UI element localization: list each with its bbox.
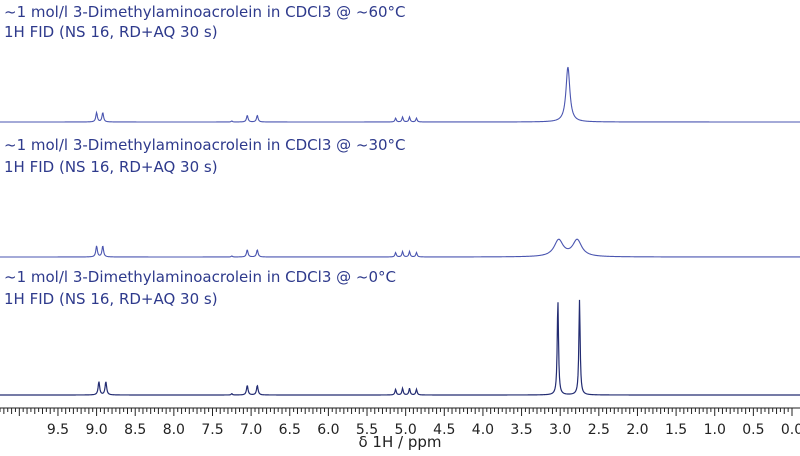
spectrum-trace-30c <box>0 238 800 258</box>
spectrum-trace-60c <box>0 66 800 123</box>
tick-label: 9.0 <box>85 422 107 438</box>
tick-label: 3.5 <box>510 422 532 438</box>
tick-label: 5.0 <box>395 422 417 438</box>
spectrum-trace-0c <box>0 299 800 396</box>
tick-label: 4.5 <box>433 422 455 438</box>
tick-label: 6.5 <box>279 422 301 438</box>
spectrum-panel-30c: ~1 mol/l 3-Dimethylaminoacrolein in CDCl… <box>0 136 800 258</box>
spectrum-subtitle-0c: 1H FID (NS 16, RD+AQ 30 s) <box>4 290 218 308</box>
tick-label: 1.0 <box>704 422 726 438</box>
tick-label: 5.5 <box>356 422 378 438</box>
spectrum-title-0c: ~1 mol/l 3-Dimethylaminoacrolein in CDCl… <box>4 268 396 286</box>
spectrum-subtitle-30c: 1H FID (NS 16, RD+AQ 30 s) <box>4 158 218 176</box>
x-axis-title: δ 1H / ppm <box>358 433 441 451</box>
x-axis-tick-labels: 9.5 9.0 8.5 8.0 7.5 7.0 6.5 6.0 5.5 5.0 4.5 4.0 3.5 3… <box>47 422 800 438</box>
tick-label: 6.0 <box>317 422 339 438</box>
tick-label: 0.0 <box>781 422 800 438</box>
tick-label: 1.5 <box>665 422 687 438</box>
spectra-panels: ~1 mol/l 3-Dimethylaminoacrolein in CDCl… <box>0 3 800 396</box>
tick-label: 2.0 <box>626 422 648 438</box>
x-axis: 9.5 9.0 8.5 8.0 7.5 7.0 6.5 6.0 5.5 5.0 4.5 4.0 3.5 3… <box>0 407 800 451</box>
spectrum-panel-0c: ~1 mol/l 3-Dimethylaminoacrolein in CDCl… <box>0 268 800 396</box>
tick-label: 8.5 <box>124 422 146 438</box>
tick-label: 4.0 <box>472 422 494 438</box>
tick-label: 0.5 <box>742 422 764 438</box>
tick-label: 7.5 <box>201 422 223 438</box>
x-axis-ticks <box>0 408 793 416</box>
tick-label: 3.0 <box>549 422 571 438</box>
tick-label: 9.5 <box>47 422 69 438</box>
tick-label: 8.0 <box>163 422 185 438</box>
spectrum-title-30c: ~1 mol/l 3-Dimethylaminoacrolein in CDCl… <box>4 136 406 154</box>
spectrum-panel-60c: ~1 mol/l 3-Dimethylaminoacrolein in CDCl… <box>0 3 800 123</box>
tick-label: 7.0 <box>240 422 262 438</box>
spectrum-title-60c: ~1 mol/l 3-Dimethylaminoacrolein in CDCl… <box>4 3 406 21</box>
tick-label: 2.5 <box>588 422 610 438</box>
spectrum-subtitle-60c: 1H FID (NS 16, RD+AQ 30 s) <box>4 23 218 41</box>
